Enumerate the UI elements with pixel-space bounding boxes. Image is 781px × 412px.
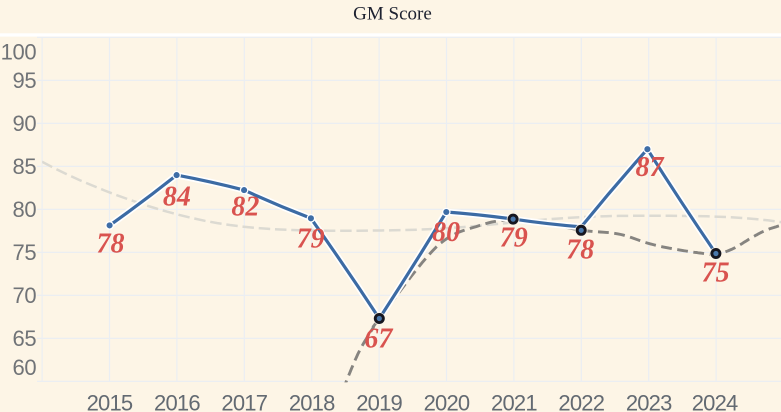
svg-text:95: 95 bbox=[13, 68, 37, 93]
svg-text:70: 70 bbox=[13, 283, 37, 308]
svg-text:84: 84 bbox=[163, 182, 191, 213]
svg-text:GM Score: GM Score bbox=[353, 4, 432, 25]
svg-text:67: 67 bbox=[364, 324, 393, 355]
svg-text:2023: 2023 bbox=[626, 391, 672, 412]
svg-text:2018: 2018 bbox=[289, 391, 335, 412]
svg-text:78: 78 bbox=[566, 234, 594, 265]
svg-text:79: 79 bbox=[500, 223, 528, 254]
svg-text:82: 82 bbox=[231, 191, 259, 222]
svg-text:100: 100 bbox=[1, 39, 37, 64]
svg-text:2015: 2015 bbox=[87, 391, 133, 412]
svg-text:87: 87 bbox=[636, 152, 665, 183]
svg-text:2016: 2016 bbox=[154, 391, 200, 412]
svg-text:2020: 2020 bbox=[424, 391, 470, 412]
svg-text:80: 80 bbox=[13, 197, 37, 222]
svg-text:75: 75 bbox=[13, 240, 37, 265]
svg-text:60: 60 bbox=[13, 355, 37, 380]
svg-text:78: 78 bbox=[97, 228, 125, 259]
svg-text:2024: 2024 bbox=[692, 391, 738, 412]
svg-text:2022: 2022 bbox=[558, 391, 604, 412]
svg-text:80: 80 bbox=[432, 217, 460, 248]
svg-text:85: 85 bbox=[13, 154, 37, 179]
svg-text:79: 79 bbox=[297, 223, 325, 254]
svg-text:90: 90 bbox=[13, 111, 37, 136]
svg-text:2017: 2017 bbox=[221, 391, 267, 412]
svg-text:2021: 2021 bbox=[491, 391, 537, 412]
svg-text:2019: 2019 bbox=[356, 391, 402, 412]
svg-text:65: 65 bbox=[13, 326, 37, 351]
svg-text:75: 75 bbox=[702, 258, 730, 289]
